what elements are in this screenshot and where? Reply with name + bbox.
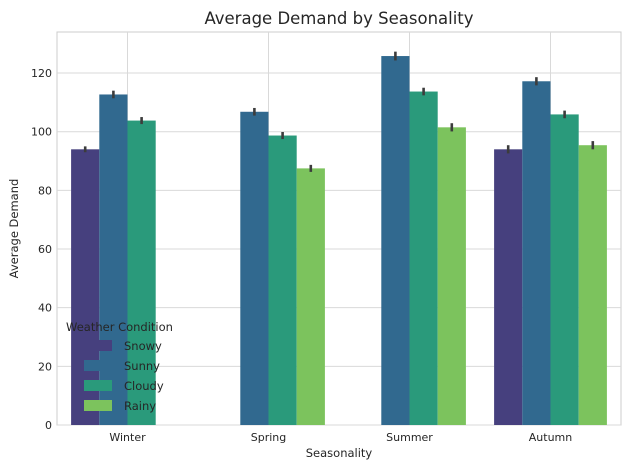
bar-cloudy-autumn bbox=[550, 114, 579, 425]
bar-snowy-autumn bbox=[494, 149, 523, 426]
y-axis-label: Average Demand bbox=[7, 179, 21, 279]
legend-swatch-snowy bbox=[84, 340, 112, 351]
legend-swatch-cloudy bbox=[84, 380, 112, 391]
x-tick-label: Summer bbox=[386, 431, 433, 444]
legend-swatch-sunny bbox=[84, 360, 112, 371]
bar-cloudy-winter bbox=[127, 120, 156, 425]
y-tick-label: 0 bbox=[45, 419, 52, 432]
legend-title: Weather Condition bbox=[66, 320, 173, 334]
bar-sunny-summer bbox=[381, 56, 410, 425]
legend-label-snowy: Snowy bbox=[124, 339, 162, 353]
y-tick-label: 60 bbox=[38, 243, 52, 256]
x-axis-label: Seasonality bbox=[306, 446, 373, 460]
bar-cloudy-spring bbox=[268, 135, 297, 425]
legend-label-sunny: Sunny bbox=[124, 359, 160, 373]
bar-sunny-winter bbox=[99, 94, 128, 425]
x-tick-label: Spring bbox=[251, 431, 287, 444]
y-tick-label: 120 bbox=[31, 67, 52, 80]
x-tick-labels: Winter Spring Summer Autumn bbox=[109, 431, 572, 444]
y-tick-label: 80 bbox=[38, 184, 52, 197]
x-tick-label: Winter bbox=[109, 431, 146, 444]
bar-rainy-autumn bbox=[578, 145, 607, 425]
legend: Weather Condition Snowy Sunny Cloudy Rainy bbox=[66, 320, 173, 413]
error-bars bbox=[83, 51, 595, 172]
bar-rainy-spring bbox=[296, 168, 325, 425]
chart-title: Average Demand by Seasonality bbox=[204, 9, 473, 28]
legend-label-cloudy: Cloudy bbox=[124, 379, 164, 393]
y-tick-label: 20 bbox=[38, 360, 52, 373]
legend-swatch-rainy bbox=[84, 400, 112, 411]
legend-label-rainy: Rainy bbox=[124, 399, 156, 413]
bar-rainy-summer bbox=[437, 127, 466, 425]
y-tick-labels: 0 20 40 60 80 100 120 bbox=[31, 67, 52, 432]
bars bbox=[71, 56, 607, 426]
y-tick-label: 100 bbox=[31, 126, 52, 139]
bar-sunny-spring bbox=[240, 111, 269, 425]
bar-cloudy-summer bbox=[409, 91, 438, 426]
x-tick-label: Autumn bbox=[529, 431, 572, 444]
bar-sunny-autumn bbox=[522, 81, 551, 426]
y-tick-label: 40 bbox=[38, 302, 52, 315]
bar-snowy-winter bbox=[71, 149, 100, 426]
